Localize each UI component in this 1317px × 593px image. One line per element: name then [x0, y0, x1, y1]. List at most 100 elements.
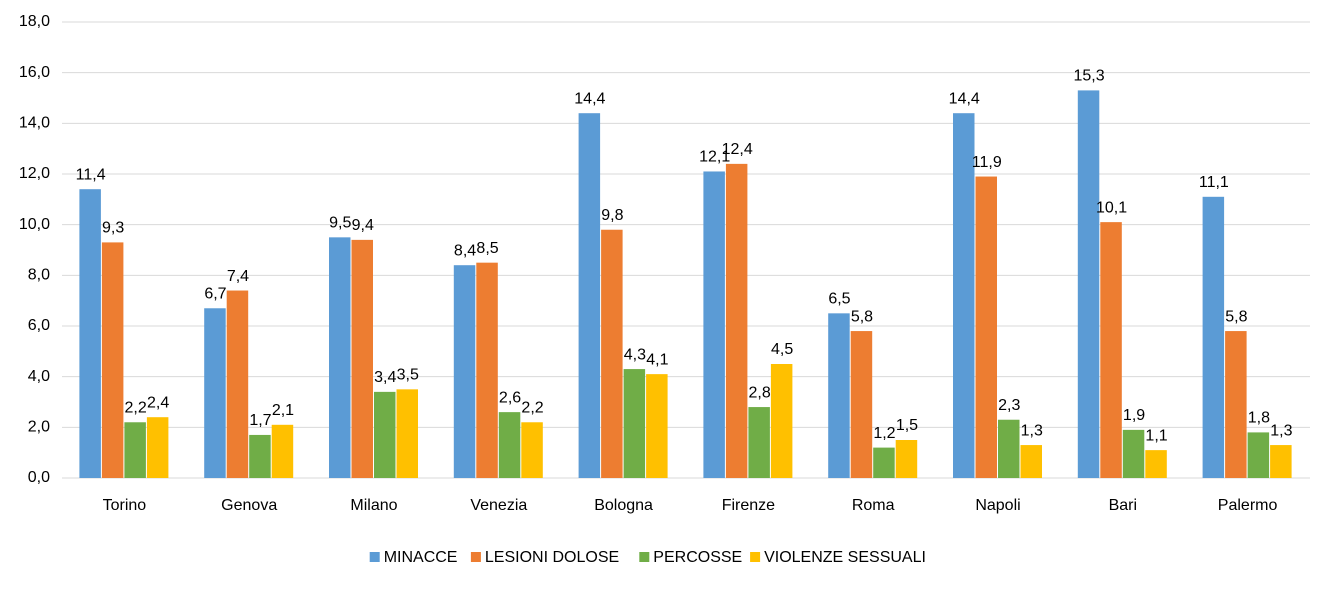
y-tick-label: 14,0 [19, 115, 50, 132]
value-label: 14,4 [949, 90, 980, 107]
bar [124, 422, 146, 478]
bar [1202, 196, 1225, 479]
bar [623, 369, 646, 478]
bar [953, 113, 975, 478]
legend-swatch [750, 552, 761, 562]
bar [146, 417, 169, 478]
bar [578, 113, 601, 478]
value-label: 12,1 [699, 149, 730, 166]
x-tick-label: Bologna [594, 497, 653, 514]
legend-swatch [369, 552, 380, 562]
value-label: 11,1 [1199, 174, 1229, 191]
value-label: 1,3 [1021, 422, 1043, 439]
x-tick-label: Napoli [975, 497, 1020, 514]
value-label: 2,4 [147, 394, 169, 411]
bar [101, 242, 124, 478]
value-label: 9,5 [329, 215, 351, 232]
value-label: 2,6 [499, 389, 521, 406]
legend-label: VIOLENZE SESSUALI [764, 549, 926, 566]
value-label: 2,3 [998, 397, 1020, 414]
y-tick-label: 18,0 [19, 13, 50, 30]
bar [1100, 222, 1122, 478]
bar [79, 189, 101, 478]
value-label: 1,1 [1145, 427, 1167, 444]
bar [1122, 429, 1145, 478]
y-tick-label: 2,0 [28, 419, 50, 436]
legend-swatch [639, 552, 650, 562]
value-label: 1,5 [896, 417, 918, 434]
value-label: 1,3 [1270, 422, 1292, 439]
value-label: 3,5 [397, 367, 419, 384]
x-tick-label: Torino [103, 497, 147, 514]
value-label: 9,4 [352, 217, 374, 234]
bar [895, 440, 918, 478]
value-label: 4,1 [646, 351, 668, 368]
y-tick-label: 12,0 [19, 165, 50, 182]
x-tick-label: Roma [852, 497, 895, 514]
value-label: 11,4 [76, 166, 106, 183]
value-label: 1,7 [249, 412, 271, 429]
value-label: 8,5 [476, 240, 498, 257]
bar [725, 163, 748, 478]
value-label: 9,3 [102, 220, 124, 237]
bar [1247, 432, 1270, 478]
bar [249, 434, 271, 478]
value-label: 10,1 [1096, 199, 1127, 216]
bar [226, 290, 249, 478]
bar [975, 176, 997, 479]
bar [498, 412, 521, 478]
value-label: 4,5 [771, 341, 793, 358]
value-label: 7,4 [227, 268, 249, 285]
value-label: 14,4 [574, 90, 605, 107]
bar [601, 229, 623, 478]
legend-label: MINACCE [384, 549, 458, 566]
bar [873, 447, 895, 478]
bar [396, 389, 418, 478]
bar [374, 391, 396, 478]
legend-swatch [470, 552, 481, 562]
bar [271, 424, 294, 478]
value-label: 2,1 [272, 402, 294, 419]
y-tick-label: 8,0 [28, 267, 50, 284]
value-label: 2,2 [125, 399, 147, 416]
value-label: 5,8 [1225, 308, 1247, 325]
x-tick-label: Venezia [470, 497, 527, 514]
bar [1077, 90, 1100, 479]
bar [828, 313, 850, 478]
y-tick-label: 16,0 [19, 64, 50, 81]
value-label: 1,2 [873, 425, 895, 442]
value-label: 6,5 [828, 291, 850, 308]
bar [1020, 445, 1042, 478]
x-tick-label: Genova [221, 497, 277, 514]
bar [1225, 331, 1247, 478]
value-label: 1,8 [1248, 410, 1270, 427]
value-label: 9,8 [601, 207, 623, 224]
bar [748, 407, 770, 478]
legend-label: LESIONI DOLOSE [485, 549, 619, 566]
bar [1270, 445, 1292, 478]
bar [521, 422, 543, 478]
value-label: 4,3 [624, 346, 646, 363]
x-tick-label: Bari [1109, 497, 1137, 514]
bar [476, 262, 498, 478]
bar [453, 265, 476, 478]
bar [646, 374, 668, 478]
value-label: 5,8 [851, 308, 873, 325]
value-label: 15,3 [1073, 68, 1104, 85]
value-label: 6,7 [204, 285, 226, 302]
legend-label: PERCOSSE [653, 549, 742, 566]
value-label: 2,8 [749, 384, 771, 401]
value-label: 2,2 [521, 399, 543, 416]
bar [204, 308, 226, 478]
x-tick-label: Palermo [1218, 497, 1278, 514]
bar [703, 171, 725, 478]
y-tick-label: 4,0 [28, 368, 50, 385]
x-tick-label: Milano [350, 497, 397, 514]
x-tick-label: Firenze [722, 497, 775, 514]
y-tick-label: 10,0 [19, 216, 50, 233]
value-label: 11,9 [972, 154, 1002, 171]
y-tick-label: 6,0 [28, 317, 50, 334]
bar [329, 237, 351, 478]
bar [351, 239, 373, 478]
